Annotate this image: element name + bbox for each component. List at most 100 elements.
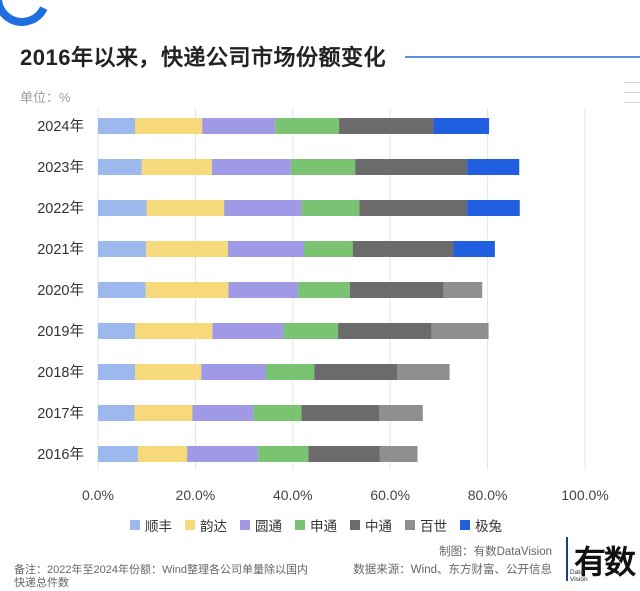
legend-item: 极兔 — [460, 515, 502, 535]
legend-swatch — [130, 520, 140, 530]
y-tick-label: 2022年 — [37, 200, 84, 217]
bar-segment — [433, 118, 490, 134]
bar-segment — [212, 323, 284, 339]
bar-segment — [98, 159, 142, 175]
bar-segment — [211, 159, 291, 175]
y-tick-label: 2018年 — [37, 364, 84, 381]
credit-text: 制图：有数DataVision — [439, 546, 552, 558]
legend-item: 顺丰 — [130, 515, 172, 535]
logo-bar — [566, 537, 568, 581]
decorative-ticks — [624, 82, 640, 112]
footer-credits: 制图：有数DataVision 数据来源：Wind、东方财富、公开信息 — [353, 543, 552, 579]
bar-segment — [141, 159, 212, 175]
bar-segment — [301, 405, 379, 421]
bar-segment — [137, 446, 188, 462]
bar-segment — [202, 118, 276, 134]
unit-label: 单位：% — [20, 90, 71, 105]
x-tick-label: 40.0% — [273, 487, 313, 503]
bar-segment — [338, 323, 432, 339]
bar-segment — [145, 282, 229, 298]
bar-segment — [283, 323, 339, 339]
bar-segment — [201, 364, 267, 380]
bar-segment — [467, 159, 520, 175]
bar-segment — [290, 159, 356, 175]
bar-segment — [98, 446, 138, 462]
bar-segment — [135, 364, 202, 380]
bar-segment — [98, 282, 146, 298]
y-axis-labels: 2024年 2023年 2022年 2021年 2020年 2019年 2018年 2017年… — [37, 118, 84, 463]
bar-segment — [228, 241, 305, 257]
bar-segment — [98, 323, 136, 339]
bar-segment — [98, 364, 136, 380]
logo-sub-line2: Vision — [570, 576, 588, 583]
bar-segment — [453, 241, 495, 257]
logo-subtext: Data Vision — [570, 569, 588, 583]
bar-segment — [258, 446, 309, 462]
x-tick-label: 20.0% — [176, 487, 216, 503]
y-tick-label: 2021年 — [37, 241, 84, 258]
bar-segment — [308, 446, 380, 462]
bar-segment — [298, 282, 350, 298]
source-text: 数据来源：Wind、东方财富、公开信息 — [353, 564, 552, 576]
y-tick-label: 2024年 — [37, 118, 84, 135]
legend-swatch — [240, 520, 250, 530]
y-tick-label: 2023年 — [37, 159, 84, 176]
legend-label: 韵达 — [200, 519, 227, 534]
legend-label: 中通 — [365, 519, 392, 534]
bar-segment — [98, 405, 135, 421]
bar-segment — [187, 446, 259, 462]
y-tick-label: 2017年 — [37, 405, 84, 422]
legend-label: 顺丰 — [145, 519, 172, 534]
page-title: 2016年以来，快递公司市场份额变化 — [20, 45, 386, 70]
bar-segment — [275, 118, 340, 134]
y-tick-label: 2020年 — [37, 282, 84, 299]
bar-segment — [443, 282, 483, 298]
bar-segment — [98, 200, 147, 216]
x-tick-label: 100.0% — [561, 487, 608, 503]
legend-item: 韵达 — [185, 515, 227, 535]
bar-segment — [339, 118, 434, 134]
legend-label: 百世 — [420, 519, 447, 534]
legend-item: 申通 — [295, 515, 337, 535]
bar-segment — [253, 405, 302, 421]
bar-segment — [98, 118, 136, 134]
legend-swatch — [350, 520, 360, 530]
bar-segment — [378, 405, 423, 421]
x-tick-label: 80.0% — [468, 487, 508, 503]
bar-segment — [379, 446, 418, 462]
bar-segment — [352, 241, 454, 257]
stacked-bar-chart: 2024年 2023年 2022年 2021年 2020年 2019年 2018年 2017年… — [37, 108, 609, 503]
legend-swatch — [295, 520, 305, 530]
bar-segment — [146, 241, 229, 257]
bar-segment — [349, 282, 444, 298]
legend-item: 百世 — [405, 515, 447, 535]
legend-label: 极兔 — [475, 519, 502, 534]
bar-segment — [192, 405, 254, 421]
bar-segment — [146, 200, 225, 216]
bar-segment — [467, 200, 520, 216]
bar-segment — [98, 241, 147, 257]
legend-label: 圆通 — [255, 519, 282, 534]
legend-item: 圆通 — [240, 515, 282, 535]
legend-swatch — [405, 520, 415, 530]
bar-segment — [224, 200, 302, 216]
chart-legend: 顺丰 韵达 圆通 申通 中通 百世 极兔 — [130, 515, 502, 535]
bar-segment — [355, 159, 468, 175]
bars-layer — [98, 118, 520, 462]
bar-segment — [266, 364, 315, 380]
y-tick-label: 2019年 — [37, 323, 84, 340]
bar-segment — [135, 323, 213, 339]
bar-segment — [301, 200, 360, 216]
legend-item: 中通 — [350, 515, 392, 535]
title-underline — [405, 56, 640, 58]
x-tick-label: 0.0% — [82, 487, 114, 503]
bar-segment — [134, 405, 193, 421]
x-axis-labels: 0.0% 20.0% 40.0% 60.0% 80.0% 100.0% — [82, 487, 609, 503]
logo-sub-line1: Data — [570, 569, 584, 576]
footnote: 备注：2022年至2024年份额：Wind整理各公司单量除以国内快递总件数 — [14, 564, 309, 589]
bar-segment — [135, 118, 203, 134]
datavision-logo: 有数 Data Vision — [566, 535, 636, 585]
x-tick-label: 60.0% — [370, 487, 410, 503]
y-tick-label: 2016年 — [37, 446, 84, 463]
bar-segment — [397, 364, 450, 380]
